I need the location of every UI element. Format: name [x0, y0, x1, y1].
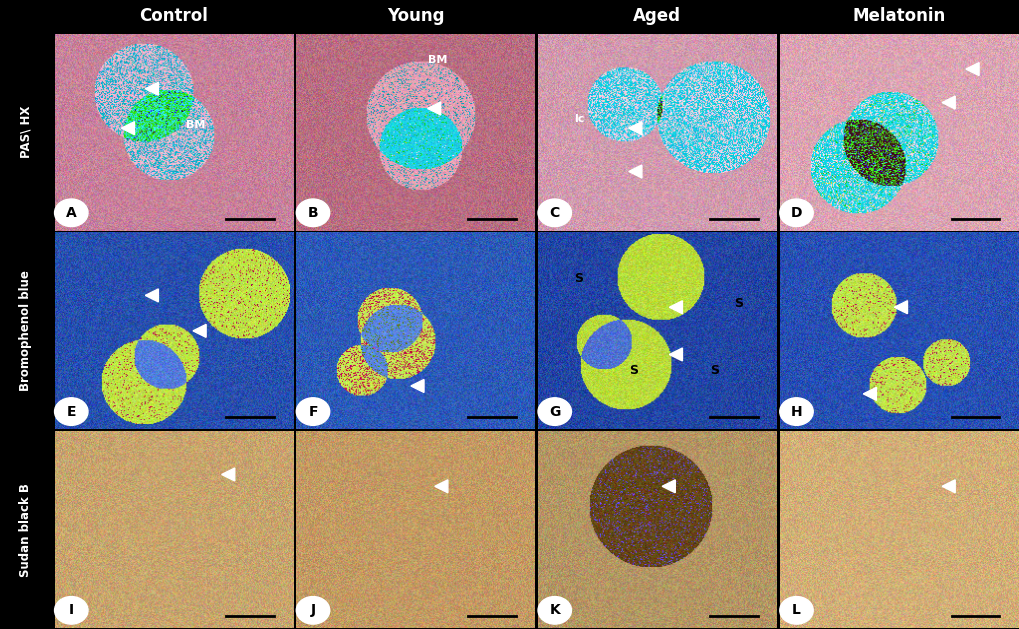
Text: Young: Young — [386, 7, 444, 25]
Text: B: B — [308, 206, 318, 220]
Polygon shape — [668, 301, 682, 314]
Polygon shape — [628, 165, 641, 178]
Circle shape — [55, 199, 88, 226]
Text: Control: Control — [140, 7, 208, 25]
Polygon shape — [942, 96, 954, 109]
Polygon shape — [894, 301, 907, 314]
Circle shape — [538, 398, 571, 425]
Text: S: S — [628, 364, 637, 377]
Circle shape — [779, 596, 812, 624]
Text: Sudan black B: Sudan black B — [19, 482, 33, 577]
Text: Aged: Aged — [633, 7, 681, 25]
Polygon shape — [411, 379, 424, 392]
Polygon shape — [193, 325, 206, 337]
Circle shape — [779, 398, 812, 425]
Text: L: L — [792, 603, 800, 617]
Circle shape — [296, 199, 329, 226]
Text: D: D — [790, 206, 802, 220]
Text: Melatonin: Melatonin — [852, 7, 945, 25]
Polygon shape — [221, 468, 234, 481]
Circle shape — [779, 199, 812, 226]
Text: K: K — [549, 603, 559, 617]
Polygon shape — [668, 348, 682, 361]
Text: BM: BM — [427, 55, 446, 65]
Text: PAS\ HX: PAS\ HX — [19, 106, 33, 159]
Text: H: H — [790, 404, 802, 418]
Polygon shape — [434, 480, 447, 493]
Text: J: J — [310, 603, 315, 617]
Polygon shape — [121, 121, 135, 135]
Polygon shape — [965, 63, 978, 75]
Circle shape — [538, 596, 571, 624]
Text: Bromophenol blue: Bromophenol blue — [19, 270, 33, 391]
Polygon shape — [427, 102, 440, 115]
Text: BM: BM — [185, 120, 205, 130]
Circle shape — [538, 199, 571, 226]
Text: A: A — [66, 206, 76, 220]
Polygon shape — [145, 82, 158, 95]
Polygon shape — [862, 387, 875, 400]
Text: S: S — [733, 298, 742, 310]
Text: lc: lc — [574, 114, 584, 125]
Circle shape — [55, 398, 88, 425]
Text: S: S — [574, 272, 582, 285]
Polygon shape — [628, 121, 641, 135]
Polygon shape — [145, 289, 158, 302]
Text: G: G — [548, 404, 559, 418]
Text: C: C — [549, 206, 559, 220]
Circle shape — [296, 596, 329, 624]
Circle shape — [296, 398, 329, 425]
Polygon shape — [661, 480, 675, 493]
Circle shape — [55, 596, 88, 624]
Text: F: F — [308, 404, 318, 418]
Text: S: S — [709, 364, 718, 377]
Text: I: I — [68, 603, 73, 617]
Text: E: E — [66, 404, 76, 418]
Polygon shape — [942, 480, 954, 493]
